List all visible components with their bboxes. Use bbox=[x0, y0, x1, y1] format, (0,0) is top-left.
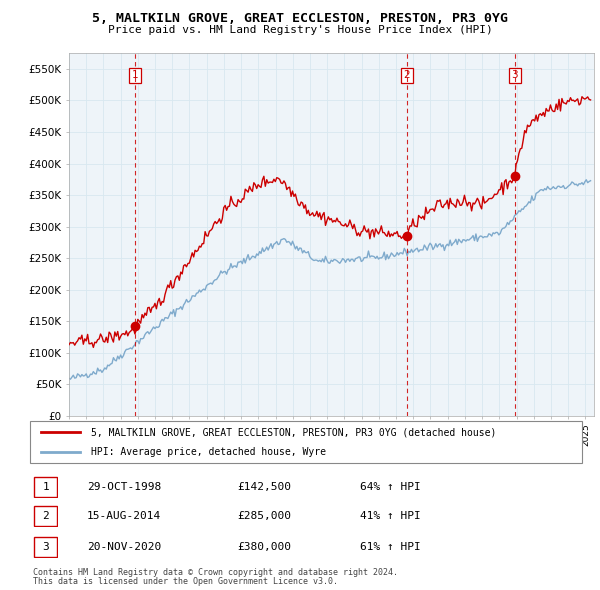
Text: Price paid vs. HM Land Registry's House Price Index (HPI): Price paid vs. HM Land Registry's House … bbox=[107, 25, 493, 35]
Text: 2: 2 bbox=[403, 70, 410, 80]
Text: 1: 1 bbox=[42, 482, 49, 491]
Text: Contains HM Land Registry data © Crown copyright and database right 2024.: Contains HM Land Registry data © Crown c… bbox=[33, 568, 398, 577]
Text: 2: 2 bbox=[42, 512, 49, 521]
Text: 20-NOV-2020: 20-NOV-2020 bbox=[87, 542, 161, 552]
Text: 5, MALTKILN GROVE, GREAT ECCLESTON, PRESTON, PR3 0YG (detached house): 5, MALTKILN GROVE, GREAT ECCLESTON, PRES… bbox=[91, 427, 496, 437]
Text: 5, MALTKILN GROVE, GREAT ECCLESTON, PRESTON, PR3 0YG: 5, MALTKILN GROVE, GREAT ECCLESTON, PRES… bbox=[92, 12, 508, 25]
Text: 3: 3 bbox=[511, 70, 518, 80]
Text: 41% ↑ HPI: 41% ↑ HPI bbox=[360, 512, 421, 521]
Text: 64% ↑ HPI: 64% ↑ HPI bbox=[360, 482, 421, 491]
Text: £142,500: £142,500 bbox=[237, 482, 291, 491]
Text: 15-AUG-2014: 15-AUG-2014 bbox=[87, 512, 161, 521]
Text: HPI: Average price, detached house, Wyre: HPI: Average price, detached house, Wyre bbox=[91, 447, 326, 457]
Text: This data is licensed under the Open Government Licence v3.0.: This data is licensed under the Open Gov… bbox=[33, 578, 338, 586]
Text: 61% ↑ HPI: 61% ↑ HPI bbox=[360, 542, 421, 552]
Text: 1: 1 bbox=[131, 70, 138, 80]
Text: 29-OCT-1998: 29-OCT-1998 bbox=[87, 482, 161, 491]
Text: 3: 3 bbox=[42, 542, 49, 552]
Text: £285,000: £285,000 bbox=[237, 512, 291, 521]
Text: £380,000: £380,000 bbox=[237, 542, 291, 552]
